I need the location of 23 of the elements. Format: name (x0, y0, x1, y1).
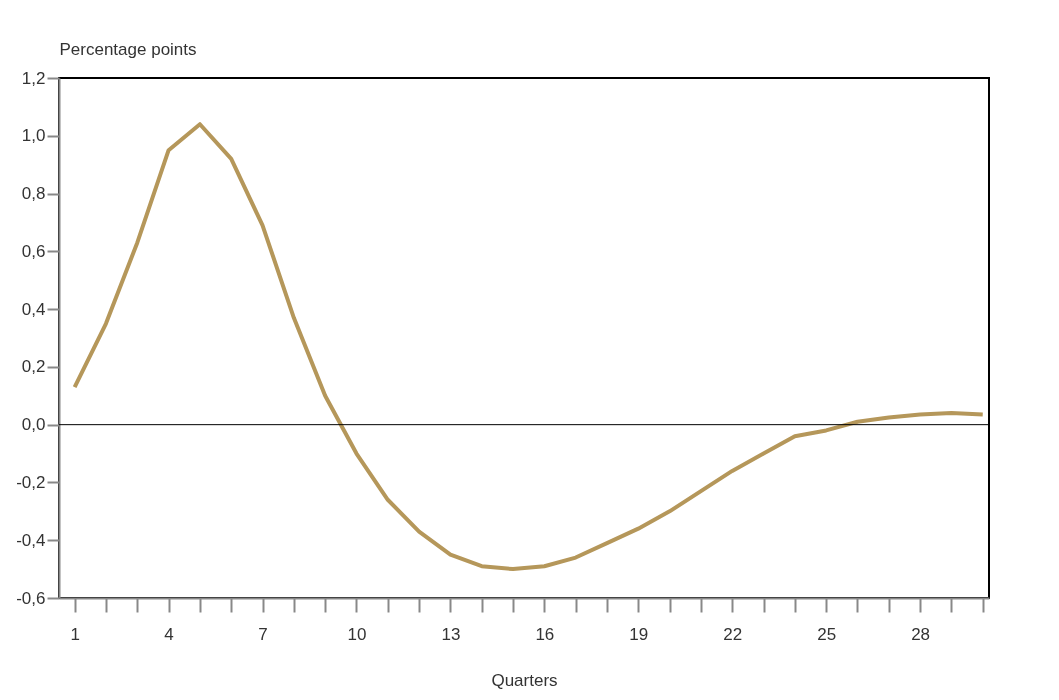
y-tick-label: 0,0 (21, 415, 46, 435)
x-tick-label: 16 (535, 624, 555, 644)
x-tick-label: 28 (911, 624, 931, 644)
x-tick-label: 22 (723, 624, 743, 644)
x-axis-title: Quarters (491, 670, 558, 690)
x-tick-label: 1 (70, 624, 80, 644)
x-tick-label: 13 (441, 624, 461, 644)
y-tick-label: -0,2 (16, 472, 46, 492)
y-axis-title: Percentage points (59, 39, 197, 59)
y-tick-label: 0,2 (21, 357, 46, 377)
y-tick-label: 1,0 (21, 126, 46, 146)
x-tick-label: 7 (258, 624, 268, 644)
y-tick-label: 0,4 (21, 299, 46, 319)
x-tick-label: 10 (347, 624, 367, 644)
y-tick-label: 1,2 (21, 68, 46, 88)
x-tick-label: 25 (817, 624, 837, 644)
y-tick-label: -0,6 (16, 588, 46, 608)
x-tick-label: 19 (629, 624, 649, 644)
x-tick-label: 4 (164, 624, 174, 644)
y-tick-label: -0,4 (16, 530, 46, 550)
y-tick-label: 0,6 (21, 241, 46, 261)
y-tick-label: 0,8 (21, 184, 46, 204)
line-series (72, 122, 985, 572)
